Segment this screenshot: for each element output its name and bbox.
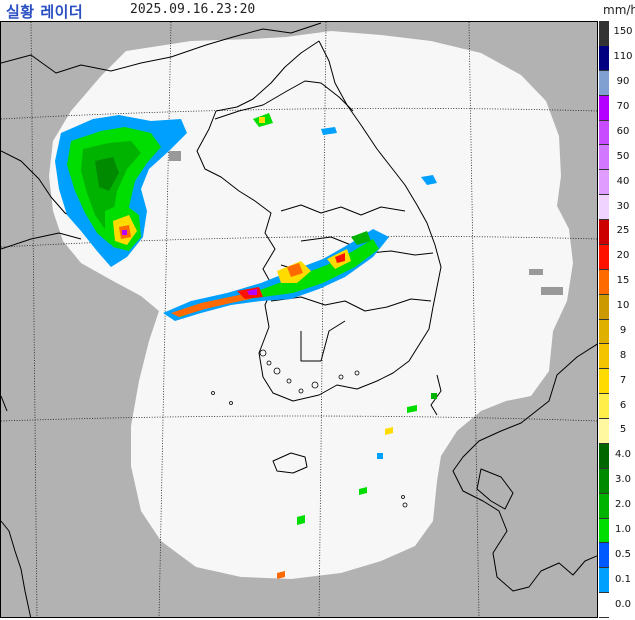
legend-swatch <box>599 170 609 196</box>
islands <box>211 349 408 508</box>
legend-label: 20 <box>616 250 630 262</box>
legend-label: 0.5 <box>615 548 631 560</box>
legend-swatch <box>599 344 609 370</box>
legend-label: 9 <box>619 324 627 336</box>
coastlines <box>1 22 597 617</box>
legend-label: 90 <box>616 76 630 88</box>
legend-swatch <box>599 120 609 146</box>
legend-swatch <box>599 319 609 345</box>
legend-label: 8 <box>619 349 627 361</box>
legend-label: 0.0 <box>615 598 631 610</box>
legend-swatch <box>599 145 609 171</box>
legend-label: 2.0 <box>615 499 631 511</box>
legend-label: 1.0 <box>615 523 631 535</box>
legend-label: 50 <box>616 150 630 162</box>
legend-label: 25 <box>616 225 630 237</box>
legend-label: 150 <box>613 26 633 38</box>
legend-label: 40 <box>616 175 630 187</box>
legend-swatch <box>599 244 609 270</box>
legend-swatch <box>599 443 609 469</box>
legend-label: 3.0 <box>615 474 631 486</box>
header: 실황 레이더 2025.09.16.23:20 mm/h <box>0 0 635 21</box>
legend-swatch <box>599 70 609 96</box>
timestamp: 2025.09.16.23:20 <box>130 2 256 17</box>
legend-label: 110 <box>613 51 633 63</box>
legend-swatch <box>599 419 609 444</box>
legend-label: 15 <box>616 275 630 287</box>
legend-swatch <box>599 95 609 121</box>
radar-coverage-area <box>49 31 573 579</box>
legend-label: 5 <box>619 424 627 436</box>
radar-map-icon <box>1 22 597 617</box>
legend-swatch <box>599 21 609 46</box>
legend-swatch <box>599 294 609 320</box>
legend-swatch <box>599 195 609 220</box>
legend-swatch <box>599 493 609 519</box>
legend-swatch <box>599 220 609 245</box>
legend-swatch <box>599 394 609 419</box>
legend-swatch <box>599 568 609 594</box>
radar-map[interactable] <box>0 21 598 618</box>
legend-swatch <box>599 468 609 494</box>
legend-label: 60 <box>616 125 630 137</box>
legend-swatch <box>599 543 609 569</box>
page-title: 실황 레이더 <box>6 3 84 21</box>
legend-swatch <box>599 369 609 395</box>
legend-swatch <box>599 518 609 544</box>
unit-label: mm/h <box>603 3 635 17</box>
legend-label: 10 <box>616 300 630 312</box>
legend-label: 6 <box>619 399 627 411</box>
precipitation-echoes <box>55 113 437 579</box>
legend-swatch <box>599 269 609 295</box>
legend: 150 110 90 70 60 50 40 30 25 20 15 10 9 8 7 6 5 4.0 3.0 2.0… <box>598 21 635 618</box>
legend-label: 4.0 <box>615 449 631 461</box>
legend-swatch <box>599 45 609 71</box>
legend-swatch <box>599 593 609 618</box>
legend-label: 30 <box>616 200 630 212</box>
edge-echoes <box>169 151 563 295</box>
legend-label: 0.1 <box>615 573 631 585</box>
legend-label: 70 <box>616 101 630 113</box>
legend-label: 7 <box>619 374 627 386</box>
